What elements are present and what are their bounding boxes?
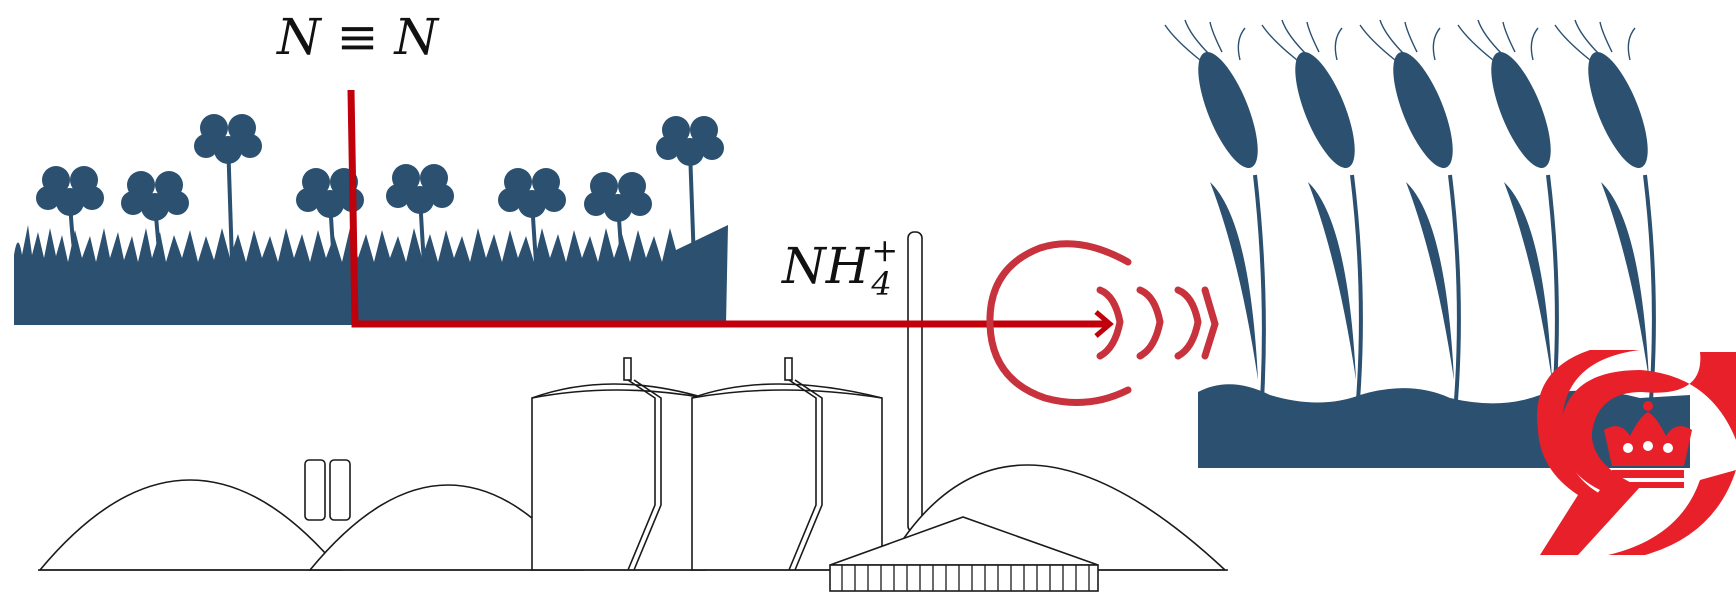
ammonium-label: NH +4 bbox=[782, 234, 899, 303]
wheat-field-icon bbox=[1164, 19, 1690, 468]
nitrogen-flow-arrow bbox=[347, 89, 1114, 338]
biogas-plant-icon bbox=[38, 231, 1228, 592]
emblem-logo-icon bbox=[1537, 350, 1736, 555]
recycle-loop-icon bbox=[986, 240, 1219, 406]
dinitrogen-label: N ≡ N bbox=[277, 12, 438, 62]
ammonium-subscript: 4 bbox=[871, 265, 892, 303]
ammonium-charge-group: +4 bbox=[869, 234, 899, 303]
clover-field-icon bbox=[14, 114, 728, 325]
ammonium-superscript: + bbox=[871, 231, 899, 269]
ammonium-formula-base: NH bbox=[782, 237, 870, 295]
dinitrogen-formula: N ≡ N bbox=[277, 8, 439, 66]
